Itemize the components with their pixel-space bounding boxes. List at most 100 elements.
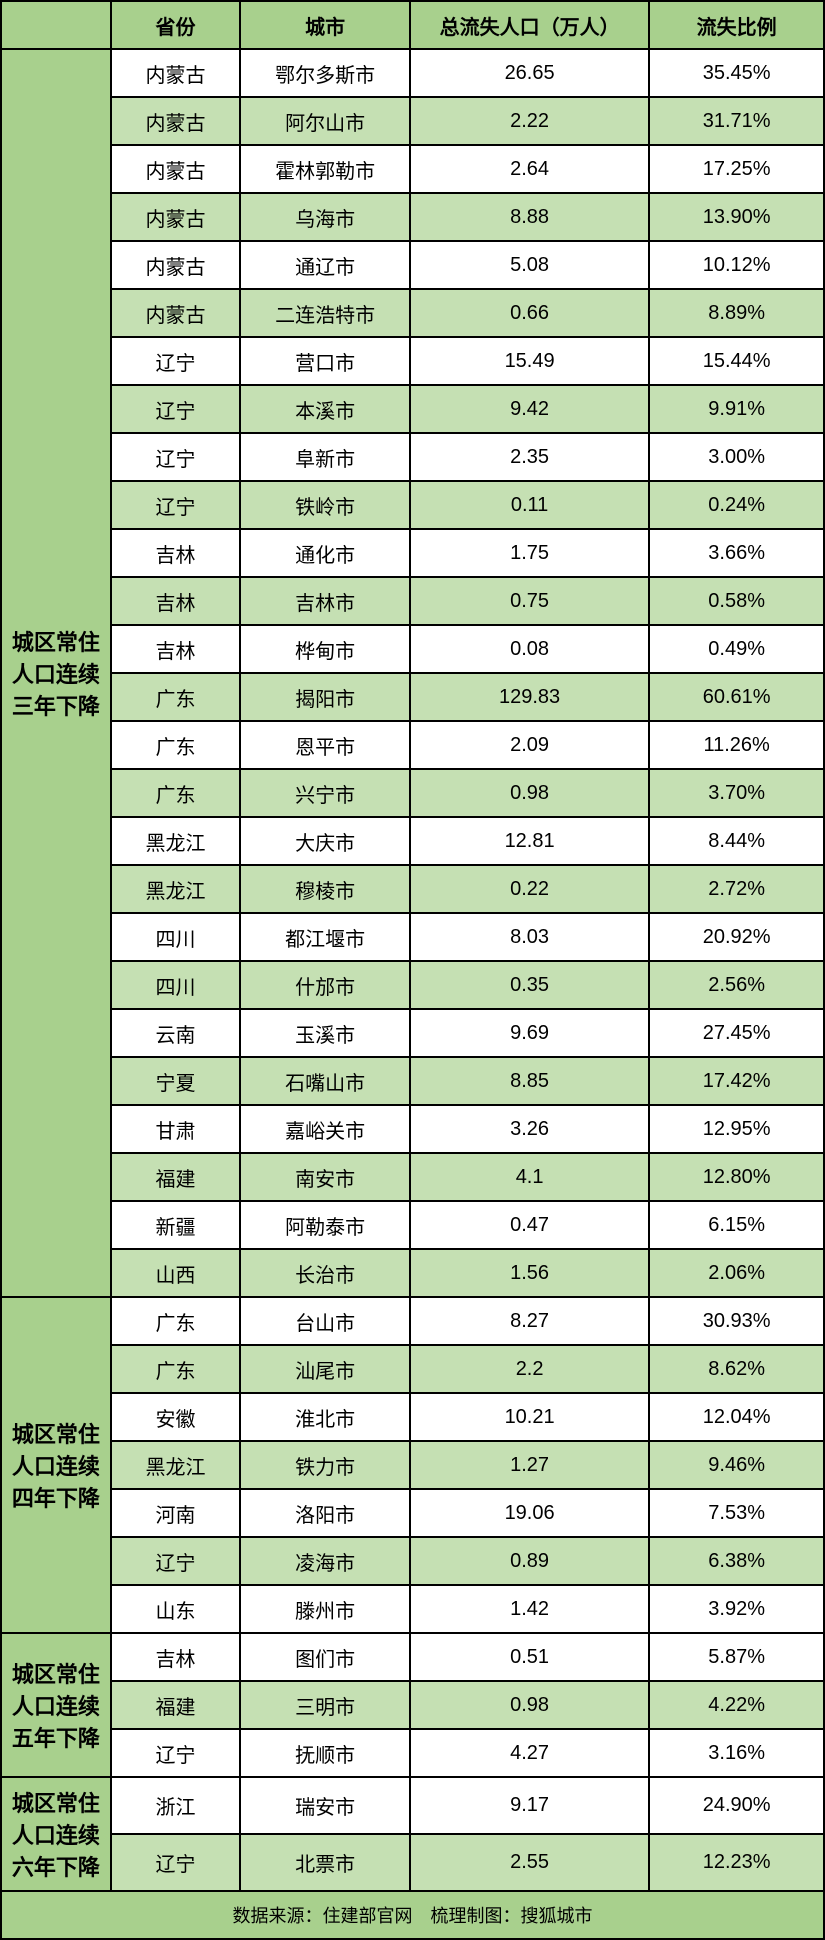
cell-prov: 辽宁 [111,1537,241,1585]
table-row: 广东恩平市2.0911.26% [1,721,824,769]
cell-city: 二连浩特市 [240,289,410,337]
cell-ratio: 5.87% [649,1633,824,1681]
cell-pop: 10.21 [410,1393,649,1441]
cell-prov: 内蒙古 [111,97,241,145]
cell-ratio: 20.92% [649,913,824,961]
cell-prov: 辽宁 [111,433,241,481]
cell-pop: 2.55 [410,1834,649,1891]
table-row: 辽宁抚顺市4.273.16% [1,1729,824,1777]
cell-city: 南安市 [240,1153,410,1201]
cell-pop: 19.06 [410,1489,649,1537]
cell-pop: 1.27 [410,1441,649,1489]
cell-ratio: 17.42% [649,1057,824,1105]
cell-pop: 0.22 [410,865,649,913]
cell-city: 玉溪市 [240,1009,410,1057]
cell-pop: 1.42 [410,1585,649,1633]
table-row: 新疆阿勒泰市0.476.15% [1,1201,824,1249]
table-row: 黑龙江大庆市12.818.44% [1,817,824,865]
cell-prov: 新疆 [111,1201,241,1249]
cell-city: 鄂尔多斯市 [240,49,410,97]
cell-ratio: 12.80% [649,1153,824,1201]
cell-city: 桦甸市 [240,625,410,673]
cell-pop: 4.1 [410,1153,649,1201]
group-label: 城区常住人口连续五年下降 [1,1633,111,1777]
table-row: 安徽淮北市10.2112.04% [1,1393,824,1441]
cell-pop: 3.26 [410,1105,649,1153]
cell-city: 嘉峪关市 [240,1105,410,1153]
cell-prov: 福建 [111,1681,241,1729]
cell-ratio: 9.91% [649,385,824,433]
cell-prov: 黑龙江 [111,1441,241,1489]
table-row: 福建南安市4.112.80% [1,1153,824,1201]
cell-pop: 4.27 [410,1729,649,1777]
cell-prov: 内蒙古 [111,289,241,337]
cell-pop: 0.11 [410,481,649,529]
table-row: 辽宁本溪市9.429.91% [1,385,824,433]
cell-pop: 12.81 [410,817,649,865]
cell-city: 通化市 [240,529,410,577]
cell-pop: 0.89 [410,1537,649,1585]
cell-prov: 安徽 [111,1393,241,1441]
cell-prov: 广东 [111,673,241,721]
cell-ratio: 27.45% [649,1009,824,1057]
cell-city: 穆棱市 [240,865,410,913]
cell-city: 洛阳市 [240,1489,410,1537]
cell-pop: 8.88 [410,193,649,241]
cell-prov: 宁夏 [111,1057,241,1105]
cell-pop: 2.22 [410,97,649,145]
cell-ratio: 10.12% [649,241,824,289]
cell-prov: 河南 [111,1489,241,1537]
cell-ratio: 31.71% [649,97,824,145]
table-row: 四川都江堰市8.0320.92% [1,913,824,961]
table-row: 辽宁凌海市0.896.38% [1,1537,824,1585]
table-row: 城区常住人口连续三年下降内蒙古鄂尔多斯市26.6535.45% [1,49,824,97]
cell-pop: 2.64 [410,145,649,193]
cell-city: 滕州市 [240,1585,410,1633]
cell-ratio: 60.61% [649,673,824,721]
table-row: 云南玉溪市9.6927.45% [1,1009,824,1057]
cell-city: 营口市 [240,337,410,385]
cell-ratio: 3.16% [649,1729,824,1777]
cell-pop: 0.98 [410,769,649,817]
cell-prov: 山西 [111,1249,241,1297]
group-label: 城区常住人口连续六年下降 [1,1777,111,1891]
cell-pop: 2.35 [410,433,649,481]
cell-ratio: 11.26% [649,721,824,769]
cell-pop: 8.27 [410,1297,649,1345]
footer-text: 数据来源：住建部官网 梳理制图：搜狐城市 [1,1891,824,1939]
cell-ratio: 17.25% [649,145,824,193]
cell-prov: 浙江 [111,1777,241,1834]
cell-prov: 辽宁 [111,1729,241,1777]
cell-city: 淮北市 [240,1393,410,1441]
cell-ratio: 7.53% [649,1489,824,1537]
cell-city: 什邡市 [240,961,410,1009]
cell-pop: 2.2 [410,1345,649,1393]
table-row: 辽宁阜新市2.353.00% [1,433,824,481]
cell-pop: 2.09 [410,721,649,769]
cell-pop: 0.98 [410,1681,649,1729]
cell-prov: 福建 [111,1153,241,1201]
cell-ratio: 3.66% [649,529,824,577]
population-loss-table: 省份 城市 总流失人口（万人） 流失比例 城区常住人口连续三年下降内蒙古鄂尔多斯… [0,0,825,1940]
cell-ratio: 12.04% [649,1393,824,1441]
cell-city: 阿尔山市 [240,97,410,145]
cell-prov: 四川 [111,961,241,1009]
header-city: 城市 [240,1,410,49]
cell-city: 台山市 [240,1297,410,1345]
cell-city: 兴宁市 [240,769,410,817]
cell-city: 图们市 [240,1633,410,1681]
cell-prov: 广东 [111,721,241,769]
table-row: 辽宁铁岭市0.110.24% [1,481,824,529]
cell-pop: 9.42 [410,385,649,433]
table-row: 内蒙古二连浩特市0.668.89% [1,289,824,337]
cell-ratio: 0.24% [649,481,824,529]
cell-prov: 黑龙江 [111,817,241,865]
table-row: 城区常住人口连续六年下降浙江瑞安市9.1724.90% [1,1777,824,1834]
table-row: 吉林桦甸市0.080.49% [1,625,824,673]
cell-prov: 广东 [111,1345,241,1393]
cell-city: 大庆市 [240,817,410,865]
table-row: 广东兴宁市0.983.70% [1,769,824,817]
cell-city: 霍林郭勒市 [240,145,410,193]
cell-ratio: 6.15% [649,1201,824,1249]
cell-prov: 辽宁 [111,385,241,433]
